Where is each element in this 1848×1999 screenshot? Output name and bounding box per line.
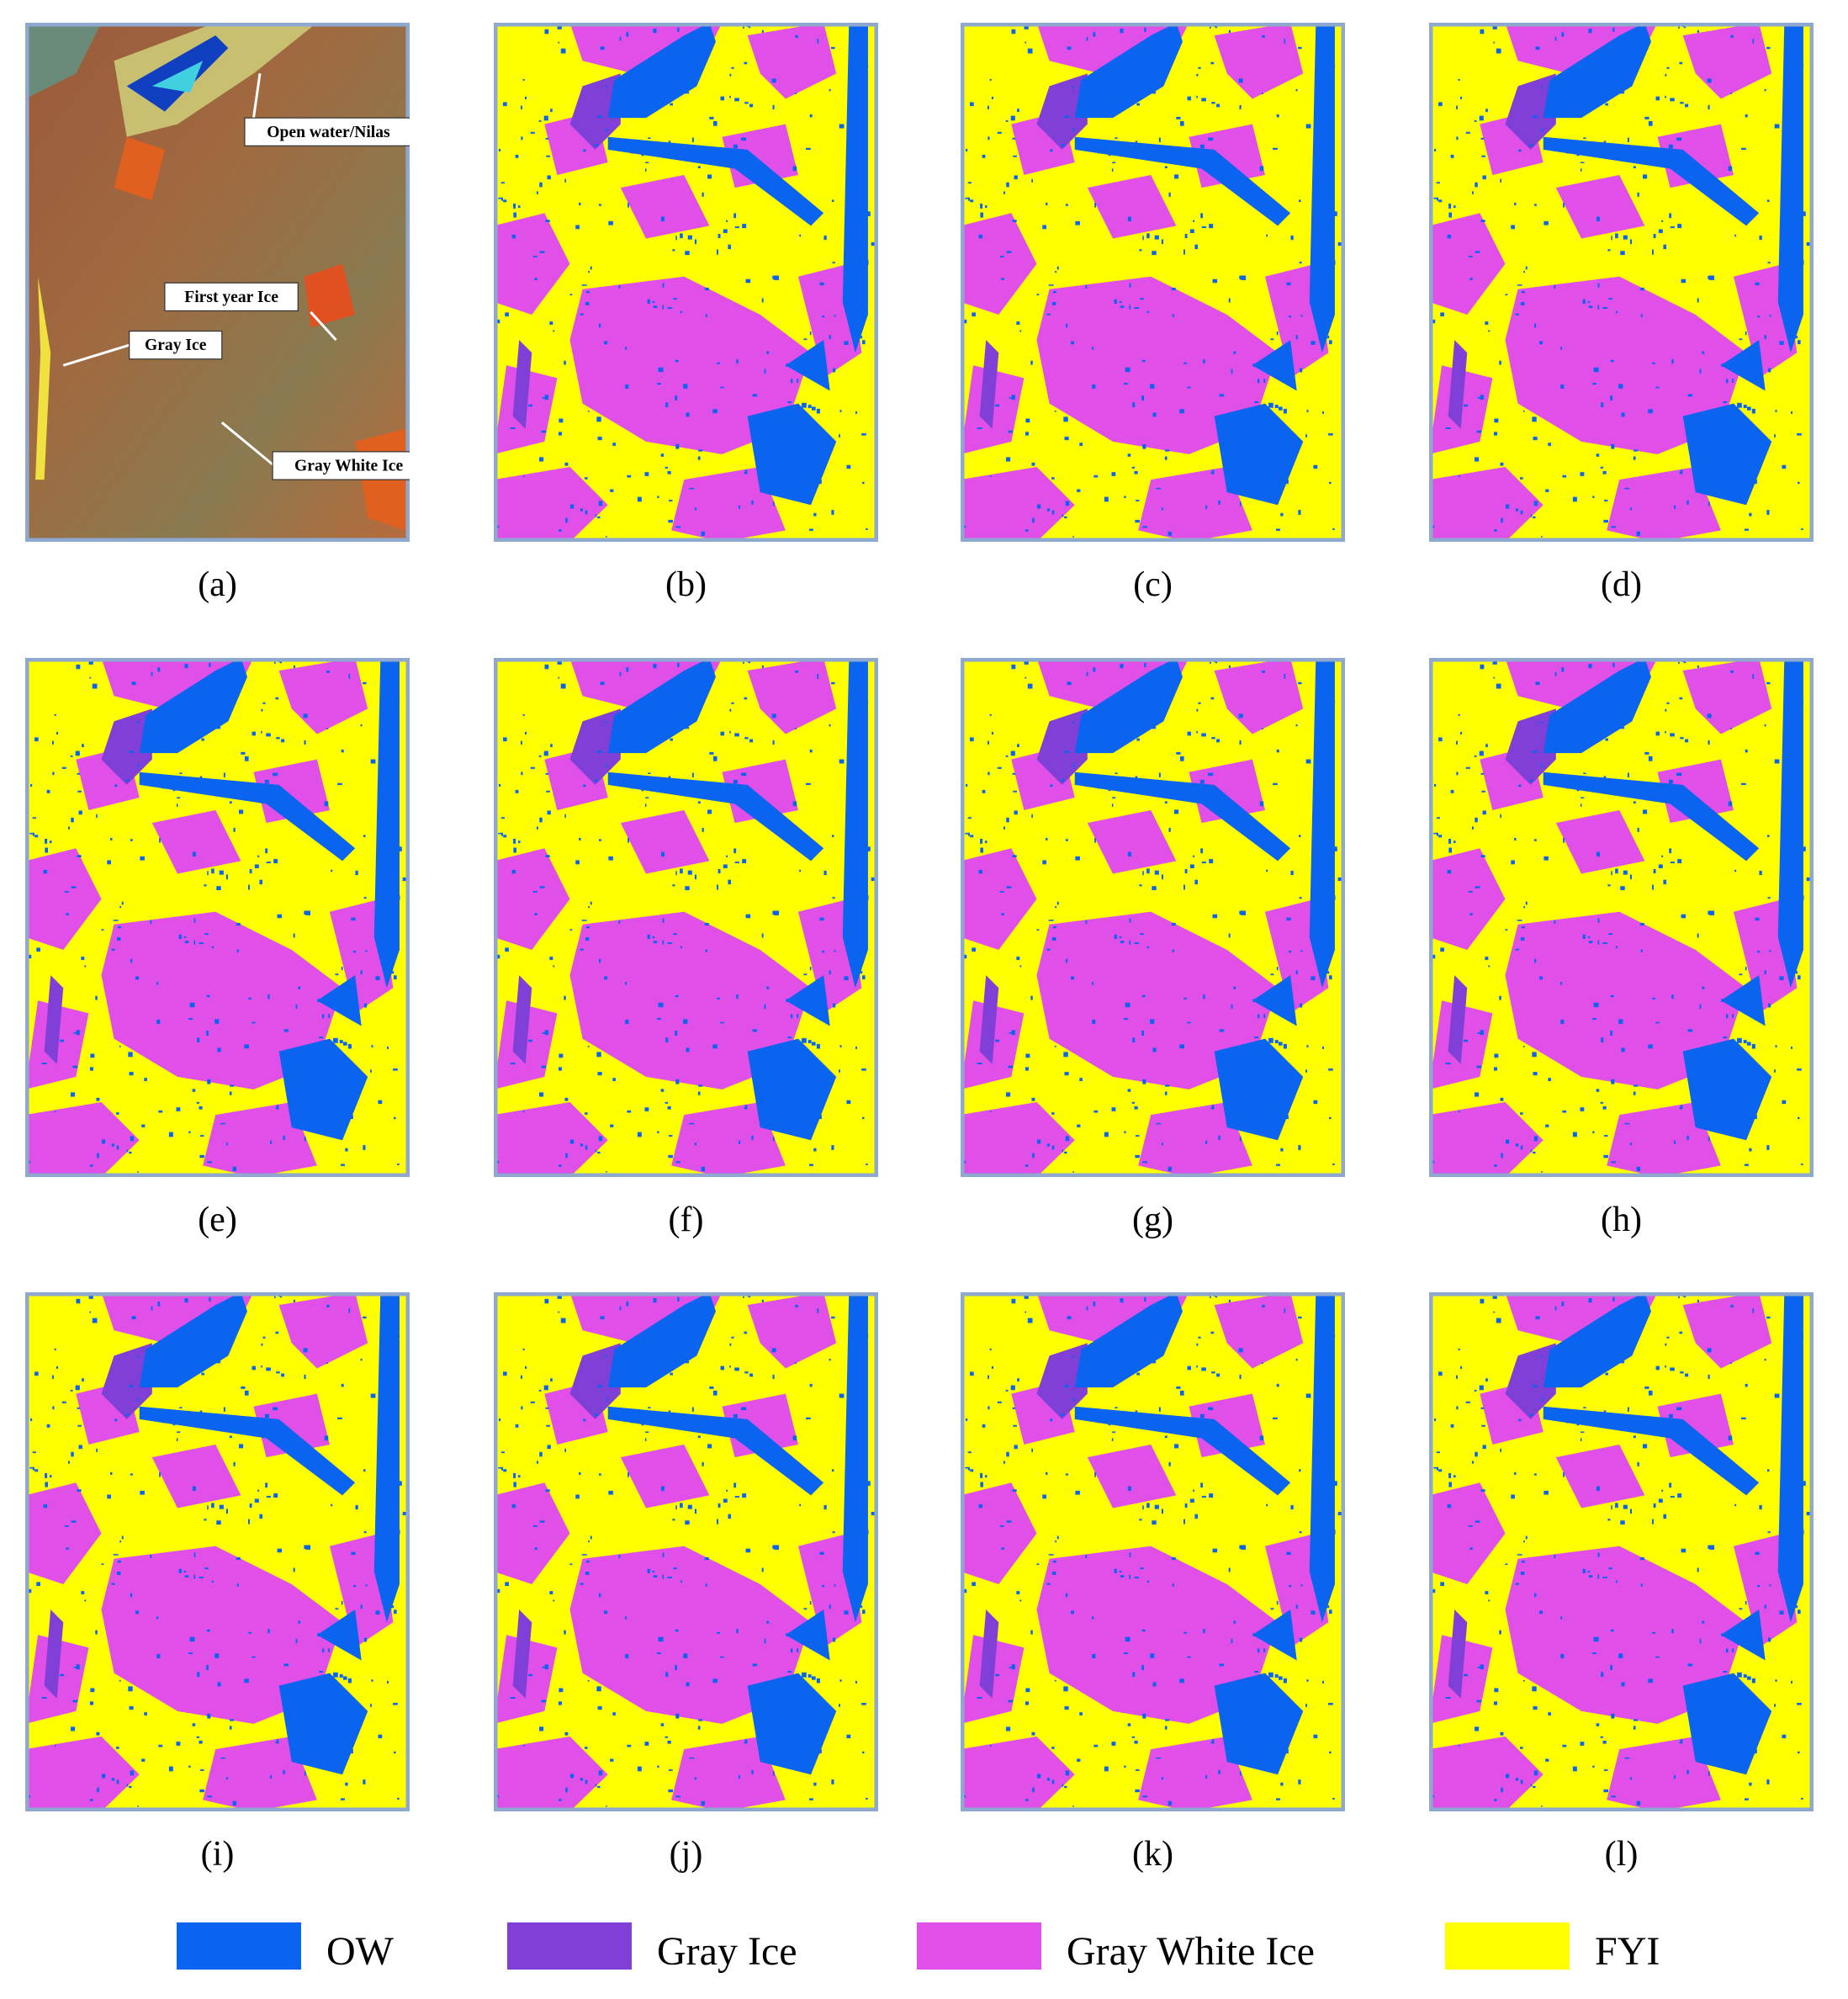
panel-border xyxy=(961,1292,1345,1811)
panel-border xyxy=(1429,658,1814,1177)
panel-label: (b) xyxy=(665,565,707,604)
map-image xyxy=(1429,658,1814,1177)
legend-label: Gray White Ice xyxy=(1067,1929,1315,1974)
legend-label: Gray Ice xyxy=(657,1929,797,1974)
map-image xyxy=(961,23,1345,542)
map-panel xyxy=(961,23,1345,542)
annotation-box xyxy=(129,330,223,360)
map-image xyxy=(494,658,878,1177)
map-image xyxy=(961,1292,1345,1811)
legend-label: OW xyxy=(326,1929,394,1974)
annotation-text: Gray White Ice xyxy=(294,458,403,475)
panel-label: (k) xyxy=(1132,1835,1173,1874)
map-panel xyxy=(494,658,878,1177)
map-panel xyxy=(494,23,878,542)
map-image xyxy=(25,1292,410,1811)
annotation-arrow xyxy=(220,422,274,466)
annotation-text: First year Ice xyxy=(184,289,278,306)
annotation-box xyxy=(164,282,299,312)
map-panel xyxy=(494,1292,878,1811)
map-panel xyxy=(961,1292,1345,1811)
annotation-text: Open water/Nilas xyxy=(267,124,390,141)
map-panel xyxy=(1429,23,1814,542)
panel-border xyxy=(25,658,410,1177)
map-panel xyxy=(25,658,410,1177)
map-image xyxy=(1429,1292,1814,1811)
panel-border xyxy=(1429,1292,1814,1811)
panel-border xyxy=(494,1292,878,1811)
panel-label: (d) xyxy=(1601,565,1642,604)
map-image xyxy=(25,658,410,1177)
map-panel xyxy=(961,658,1345,1177)
panel-label: (g) xyxy=(1132,1201,1173,1239)
map-image xyxy=(961,658,1345,1177)
legend: OW Gray Ice Gray White Ice FYI xyxy=(177,1922,1660,1974)
panel-border xyxy=(25,23,410,542)
panel-label: (i) xyxy=(201,1835,235,1874)
panel-border xyxy=(494,658,878,1177)
panel-border xyxy=(494,23,878,542)
map-panel: Open water/Nilas First year Ice Gray Ice Gr… xyxy=(25,23,410,542)
annotation-box xyxy=(272,451,410,480)
map-panel xyxy=(1429,658,1814,1177)
annotation-text: Gray Ice xyxy=(145,337,207,354)
map-image xyxy=(1429,23,1814,542)
legend-swatch xyxy=(1445,1922,1570,1970)
panel-border xyxy=(1429,23,1814,542)
annotation-arrow xyxy=(62,343,130,367)
panel-label: (e) xyxy=(198,1201,237,1239)
legend-label: FYI xyxy=(1595,1929,1660,1974)
panel-label: (c) xyxy=(1133,565,1173,604)
panel-label: (l) xyxy=(1605,1835,1639,1874)
map-panel xyxy=(25,1292,410,1811)
annotation-box xyxy=(244,117,410,146)
map-image xyxy=(494,1292,878,1811)
panel-grid: Open water/Nilas First year Ice Gray Ice Gr… xyxy=(25,23,1814,1874)
map-image xyxy=(494,23,878,542)
annotation-arrow xyxy=(252,73,262,119)
panel-label: (a) xyxy=(198,565,237,604)
annotation-arrow xyxy=(310,310,337,342)
map-panel xyxy=(1429,1292,1814,1811)
panel-label: (h) xyxy=(1601,1201,1642,1239)
panel-label: (f) xyxy=(669,1201,704,1239)
legend-swatch xyxy=(177,1922,301,1970)
legend-swatch xyxy=(507,1922,632,1970)
legend-swatch xyxy=(917,1922,1041,1970)
panel-label: (j) xyxy=(670,1835,703,1874)
panel-border xyxy=(961,23,1345,542)
panel-border xyxy=(25,1292,410,1811)
panel-border xyxy=(961,658,1345,1177)
